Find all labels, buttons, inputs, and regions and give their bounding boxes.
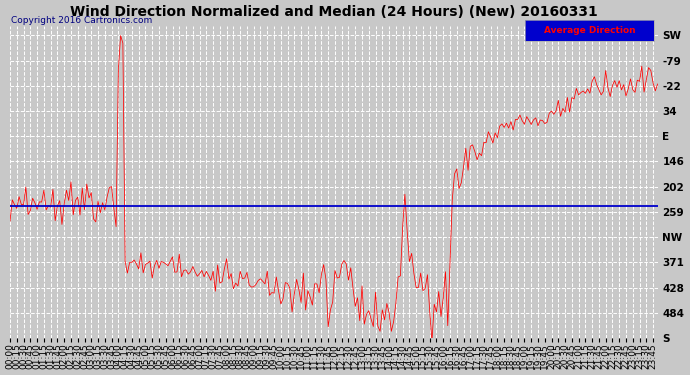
Title: Wind Direction Normalized and Median (24 Hours) (New) 20160331: Wind Direction Normalized and Median (24…: [70, 5, 598, 19]
Text: Copyright 2016 Cartronics.com: Copyright 2016 Cartronics.com: [11, 16, 152, 25]
